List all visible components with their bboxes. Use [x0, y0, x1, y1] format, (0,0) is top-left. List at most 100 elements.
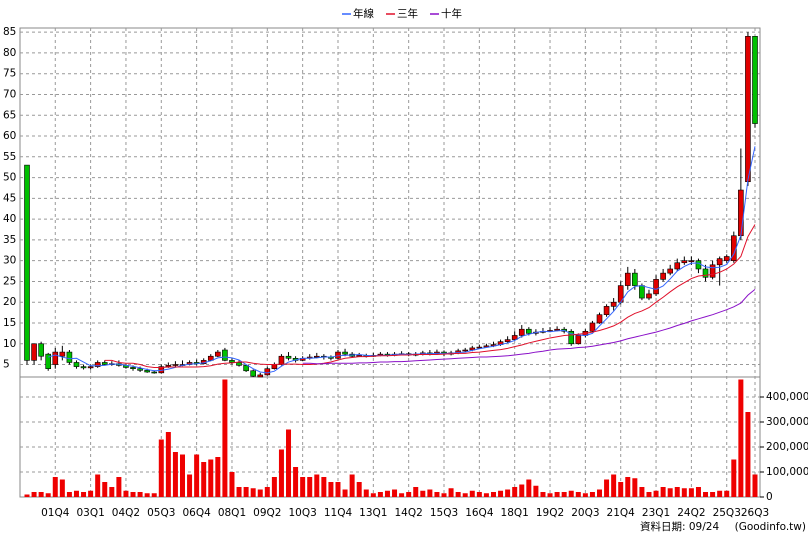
moving-average-line: [48, 146, 756, 374]
candle-body: [745, 36, 751, 183]
x-tick-label: 13Q1: [359, 507, 387, 519]
candle-body: [660, 272, 666, 280]
volume-bar: [498, 490, 504, 497]
volume-bar: [561, 492, 567, 497]
x-tick-label: 06Q4: [182, 507, 211, 519]
y-tick-label: 75: [3, 68, 16, 80]
volume-bar: [187, 474, 193, 497]
candle-body: [38, 343, 44, 357]
x-tick-label: 25Q3: [713, 507, 741, 519]
volume-bar: [413, 487, 419, 497]
volume-bar: [582, 493, 588, 497]
candle-body: [222, 349, 228, 361]
moving-average-line: [104, 224, 756, 368]
candle-body: [610, 301, 617, 307]
candle-body: [738, 189, 744, 237]
candle-body: [695, 260, 702, 270]
candle-body: [313, 355, 320, 358]
volume-bar: [314, 474, 320, 497]
y-tick-label: 50: [3, 172, 16, 184]
volume-bar: [335, 482, 341, 497]
y-tick-label: 85: [3, 26, 16, 38]
volume-bar: [130, 492, 136, 497]
volume-bar: [646, 492, 652, 497]
volume-bar: [752, 474, 758, 497]
volume-bar: [738, 379, 744, 497]
candle-body: [278, 355, 285, 365]
candle-body: [172, 364, 179, 366]
volume-bar: [236, 487, 242, 497]
candle-body: [52, 351, 59, 365]
x-tick-label: 21Q4: [607, 507, 636, 519]
volume-bar: [455, 492, 461, 497]
candle-body: [653, 279, 659, 295]
volume-bar: [38, 492, 44, 497]
volume-bar: [476, 492, 482, 497]
volume-bar: [342, 489, 348, 497]
volume-bar: [24, 494, 30, 497]
y-tick-label: 40: [3, 213, 16, 225]
candle-body: [526, 328, 532, 334]
candle-body: [639, 285, 645, 299]
volume-bar: [356, 482, 362, 497]
candle-body: [476, 346, 483, 349]
x-tick-label: 14Q2: [395, 507, 423, 519]
volume-bar: [66, 492, 72, 497]
volume-tick-label: 0: [766, 491, 773, 503]
x-tick-label: 05Q3: [147, 507, 175, 519]
candle-body: [575, 335, 582, 345]
volume-bar: [349, 474, 355, 497]
candle-body: [137, 368, 143, 371]
volume-bar: [95, 474, 101, 497]
volume-panel: [19, 376, 761, 498]
candle-body: [264, 368, 271, 376]
candle-body: [80, 366, 87, 369]
volume-bar: [243, 487, 249, 497]
candle-body: [632, 272, 638, 286]
candle-body: [518, 328, 525, 336]
volume-bar: [611, 474, 617, 497]
volume-bar: [307, 477, 313, 497]
volume-bar: [653, 490, 659, 497]
y-tick-label: 35: [3, 234, 16, 246]
volume-bar: [632, 478, 638, 497]
volume-bar: [165, 432, 171, 497]
volume-bar: [31, 492, 37, 497]
x-tick-label: 11Q4: [324, 507, 353, 519]
volume-bar: [116, 477, 122, 497]
x-tick-label: 16Q4: [465, 507, 494, 519]
volume-bar: [399, 493, 405, 497]
y-tick-label: 80: [3, 47, 16, 59]
volume-bar: [52, 477, 58, 497]
volume-bar: [547, 493, 553, 497]
y-tick-label: 70: [3, 88, 16, 100]
candle-body: [462, 349, 469, 352]
x-tick-label: 08Q1: [218, 507, 246, 519]
volume-bar: [469, 490, 475, 497]
x-tick-label: 04Q2: [112, 507, 140, 519]
volume-bar: [123, 490, 129, 497]
y-tick-label: 65: [3, 109, 16, 121]
volume-bar: [483, 493, 489, 497]
volume-bar: [674, 487, 680, 497]
y-tick-label: 55: [3, 151, 16, 163]
candle-body: [504, 339, 511, 342]
x-tick-label: 01Q4: [41, 507, 70, 519]
candle-body: [674, 262, 681, 270]
candle-body: [59, 351, 66, 357]
candle-body: [624, 272, 631, 286]
volume-bar: [540, 492, 546, 497]
volume-bar: [568, 490, 574, 497]
volume-bar: [73, 490, 79, 497]
candle-body: [646, 293, 652, 299]
volume-bar: [229, 472, 235, 497]
volume-bar: [151, 493, 157, 497]
volume-bar: [286, 429, 292, 497]
candle-body: [342, 351, 348, 355]
moving-average-line: [302, 288, 756, 365]
volume-bar: [222, 379, 228, 497]
volume-bar: [625, 477, 631, 497]
volume-bar: [724, 490, 730, 497]
candle-body: [285, 355, 292, 359]
source-note: (Goodinfo.tw): [735, 521, 806, 533]
